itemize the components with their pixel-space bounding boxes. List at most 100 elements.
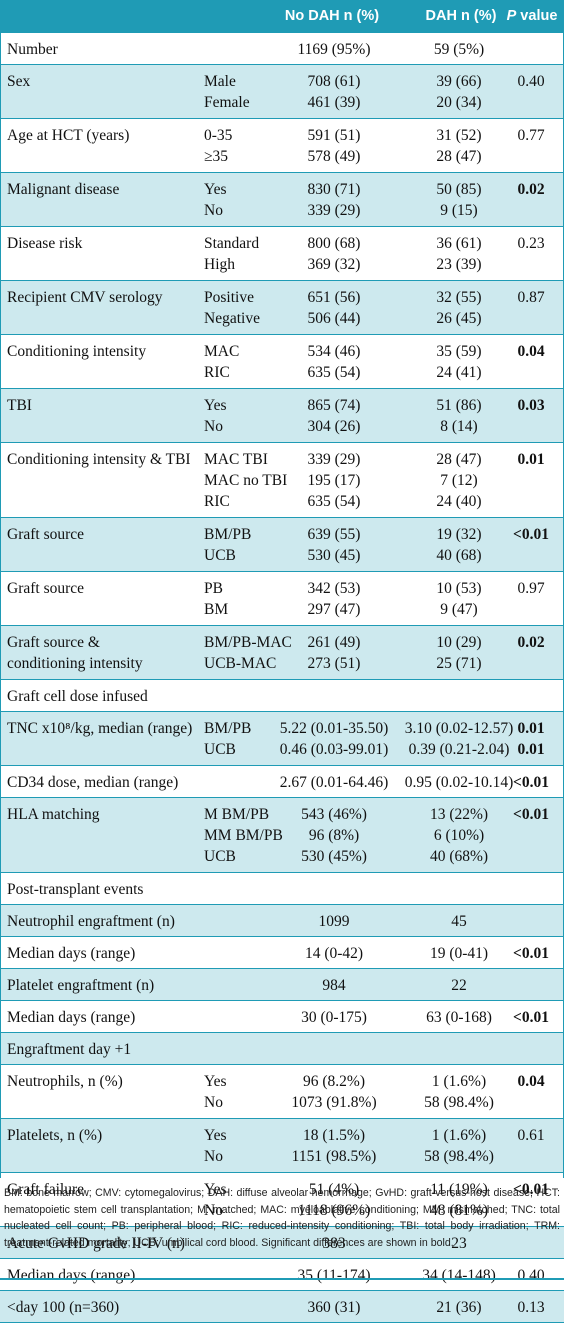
header-dah: DAH n (%) bbox=[425, 8, 497, 24]
value-no-dah: 1099 bbox=[318, 912, 350, 930]
row-subgroup: M BM/PB bbox=[204, 805, 270, 823]
value-no-dah: 865 (74) bbox=[307, 396, 361, 414]
row-label: Neutrophils, n (%) bbox=[7, 1072, 123, 1090]
value-dah: 40 (68) bbox=[436, 546, 482, 564]
row-subgroup: Yes bbox=[204, 396, 227, 414]
p-value: <0.01 bbox=[513, 773, 549, 791]
p-value: 0.01 bbox=[517, 450, 545, 468]
row-subgroup: No bbox=[204, 1093, 223, 1111]
value-dah: 0.95 (0.02-10.14) bbox=[404, 773, 514, 791]
row-label: Sex bbox=[7, 72, 31, 90]
p-value: <0.01 bbox=[513, 525, 549, 543]
value-no-dah: 635 (54) bbox=[307, 363, 361, 381]
value-no-dah: 635 (54) bbox=[307, 493, 361, 511]
value-no-dah: 530 (45%) bbox=[301, 848, 367, 866]
row-label: Platelet engraftment (n) bbox=[7, 976, 155, 994]
value-no-dah: 195 (17) bbox=[307, 471, 361, 489]
value-dah: 58 (98.4%) bbox=[424, 1093, 494, 1111]
table-row: TNC x10⁸/kg, median (range) BM/PB 5.22 (0.… bbox=[0, 712, 564, 766]
value-dah: 10 (53) bbox=[436, 579, 482, 597]
value-no-dah: 297 (47) bbox=[307, 600, 361, 618]
row-subgroup: MM BM/PB bbox=[204, 826, 283, 844]
value-no-dah: 51 (4%) bbox=[308, 1180, 360, 1198]
row-subgroup: Female bbox=[204, 93, 250, 111]
table-row: Conditioning intensity & TBI MAC TBI 339 (… bbox=[0, 443, 564, 518]
value-no-dah: 18 (1.5%) bbox=[303, 1126, 365, 1144]
value-no-dah: 800 (68) bbox=[307, 234, 361, 252]
value-no-dah: 830 (71) bbox=[307, 180, 361, 198]
row-subgroup: Yes bbox=[204, 1072, 227, 1090]
value-no-dah: 1169 (95%) bbox=[297, 40, 371, 58]
table-row: Median days (range) 30 (0-175) 63 (0-168) <… bbox=[0, 1001, 564, 1033]
value-dah: 31 (52) bbox=[436, 126, 482, 144]
row-label: <day 100 (n=360) bbox=[7, 1298, 120, 1316]
value-dah: 40 (68%) bbox=[429, 848, 489, 866]
p-value: 0.87 bbox=[517, 288, 545, 306]
row-subgroup: Yes bbox=[204, 180, 227, 198]
row-subgroup: BM/PB bbox=[204, 525, 252, 543]
row-label: Graft cell dose infused bbox=[7, 687, 148, 705]
value-no-dah: 339 (29) bbox=[307, 450, 361, 468]
value-dah: 7 (12) bbox=[440, 471, 478, 489]
value-no-dah: 383 bbox=[322, 1234, 346, 1252]
row-subgroup: MAC TBI bbox=[204, 450, 268, 468]
table-row: TBI Yes 865 (74) 51 (86) No 304 (26) 8 (14) 0.0… bbox=[0, 389, 564, 443]
row-subgroup: UCB-MAC bbox=[204, 654, 277, 672]
value-no-dah: 530 (45) bbox=[307, 546, 361, 564]
p-value: 0.40 bbox=[517, 72, 545, 90]
value-dah: 39 (66) bbox=[436, 72, 482, 90]
value-dah: 24 (40) bbox=[436, 493, 482, 511]
value-no-dah: 304 (26) bbox=[307, 417, 361, 435]
row-label: Acute GvHD grade II-IV (n) bbox=[7, 1234, 185, 1252]
row-subgroup: Yes bbox=[204, 1126, 227, 1144]
p-value: 0.04 bbox=[517, 1072, 545, 1090]
row-subgroup: High bbox=[204, 255, 235, 273]
row-subgroup: BM bbox=[204, 600, 229, 618]
value-dah: 25 (71) bbox=[436, 654, 482, 672]
value-dah: 36 (61) bbox=[436, 234, 482, 252]
p-value: 0.23 bbox=[517, 234, 545, 252]
value-dah: 26 (45) bbox=[436, 309, 482, 327]
table-row: Acute GvHD grade II-IV (n) 383 23 bbox=[0, 1227, 564, 1259]
p-value: <0.01 bbox=[513, 1180, 549, 1198]
table-header: No DAH n (%) DAH n (%) P value bbox=[0, 0, 564, 33]
value-no-dah: 339 (29) bbox=[307, 201, 361, 219]
value-no-dah: 2.67 (0.01-64.46) bbox=[279, 773, 389, 791]
row-subgroup: MAC no TBI bbox=[204, 471, 288, 489]
value-no-dah: 1118 (96%) bbox=[297, 1201, 371, 1219]
value-dah: 6 (10%) bbox=[433, 826, 485, 844]
value-no-dah: 360 (31) bbox=[307, 1298, 361, 1316]
row-label: HLA matching bbox=[7, 805, 100, 823]
value-no-dah: 591 (51) bbox=[307, 126, 361, 144]
value-no-dah: 578 (49) bbox=[307, 147, 361, 165]
value-dah: 63 (0-168) bbox=[426, 1008, 492, 1026]
table-row: Graft source BM/PB 639 (55) 19 (32) UCB 530 (… bbox=[0, 518, 564, 572]
value-dah: 45 bbox=[451, 912, 467, 930]
row-label: Graft source bbox=[7, 579, 85, 597]
value-no-dah: 96 (8.2%) bbox=[303, 1072, 365, 1090]
table-row: Graft source PB 342 (53) 10 (53) BM 297 (47) 9… bbox=[0, 572, 564, 626]
row-subgroup: No bbox=[204, 201, 223, 219]
row-label: Recipient CMV serology bbox=[7, 288, 163, 306]
row-subgroup: No bbox=[204, 417, 223, 435]
p-value: 0.02 bbox=[517, 633, 545, 651]
row-label: Conditioning intensity & TBI bbox=[7, 450, 191, 468]
bottom-rule bbox=[0, 1278, 564, 1280]
value-dah: 23 (39) bbox=[436, 255, 482, 273]
row-subgroup: Positive bbox=[204, 288, 254, 306]
row-subgroup: RIC bbox=[204, 363, 230, 381]
value-dah: 19 (32) bbox=[436, 525, 482, 543]
row-label-line2: conditioning intensity bbox=[7, 654, 143, 672]
row-subgroup: ≥35 bbox=[204, 147, 229, 165]
table-row: Median days (range) 35 (11-174) 34 (14-148… bbox=[0, 1259, 564, 1291]
value-no-dah: 534 (46) bbox=[307, 342, 361, 360]
p-value: 0.01 bbox=[517, 740, 545, 758]
value-dah: 32 (55) bbox=[436, 288, 482, 306]
row-subgroup: 0-35 bbox=[204, 126, 233, 144]
row-subgroup: PB bbox=[204, 579, 223, 597]
header-no-dah: No DAH n (%) bbox=[284, 8, 380, 24]
value-dah: 58 (98.4%) bbox=[424, 1147, 494, 1165]
p-value: 0.02 bbox=[517, 180, 545, 198]
row-label: Malignant disease bbox=[7, 180, 120, 198]
value-dah: 19 (0-41) bbox=[429, 944, 489, 962]
